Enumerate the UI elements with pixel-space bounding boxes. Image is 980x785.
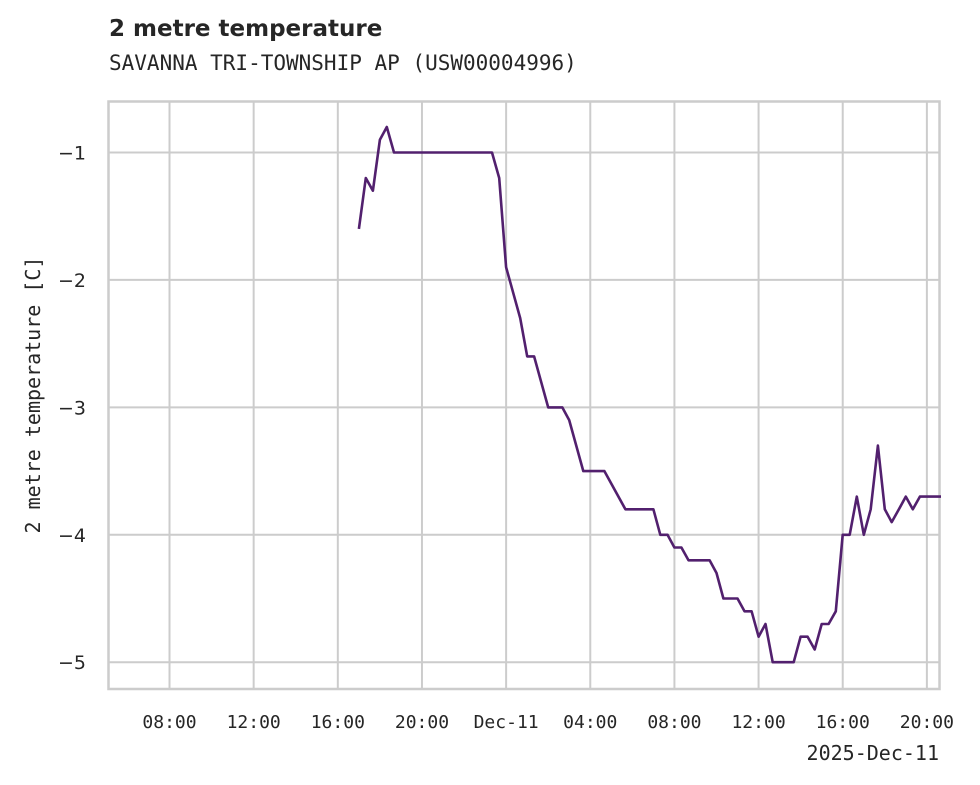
y-tick-label: −5 [58, 652, 86, 674]
x-tick-label: Dec-11 [474, 712, 539, 733]
x-tick-label: 08:00 [647, 712, 701, 733]
x-tick-label: 04:00 [563, 712, 617, 733]
x-axis-label: 2025-Dec-11 [807, 741, 939, 765]
plot-frame [107, 100, 941, 691]
y-axis-label: 2 metre temperature [C] [21, 257, 45, 534]
grid-lines [108, 101, 940, 689]
chart-subtitle: SAVANNA TRI-TOWNSHIP AP (USW00004996) [109, 51, 577, 75]
x-tick-label: 20:00 [900, 712, 954, 733]
x-tick-label: 20:00 [395, 712, 449, 733]
chart-title: 2 metre temperature [109, 16, 383, 42]
y-tick-label: −4 [58, 525, 86, 547]
x-axis-ticks: 08:00 12:00 16:00 20:00 Dec-11 04:00 08:00 12:0… [142, 712, 954, 733]
y-tick-label: −3 [58, 397, 86, 419]
temperature-line [357, 125, 941, 664]
x-tick-label: 16:00 [816, 712, 870, 733]
y-tick-label: −1 [58, 142, 86, 164]
x-tick-label: 08:00 [142, 712, 196, 733]
x-tick-label: 12:00 [731, 712, 785, 733]
x-tick-label: 16:00 [311, 712, 365, 733]
x-tick-label: 12:00 [227, 712, 281, 733]
y-axis-ticks: −1 −2 −3 −4 −5 [58, 142, 86, 674]
y-tick-label: −2 [58, 270, 86, 292]
